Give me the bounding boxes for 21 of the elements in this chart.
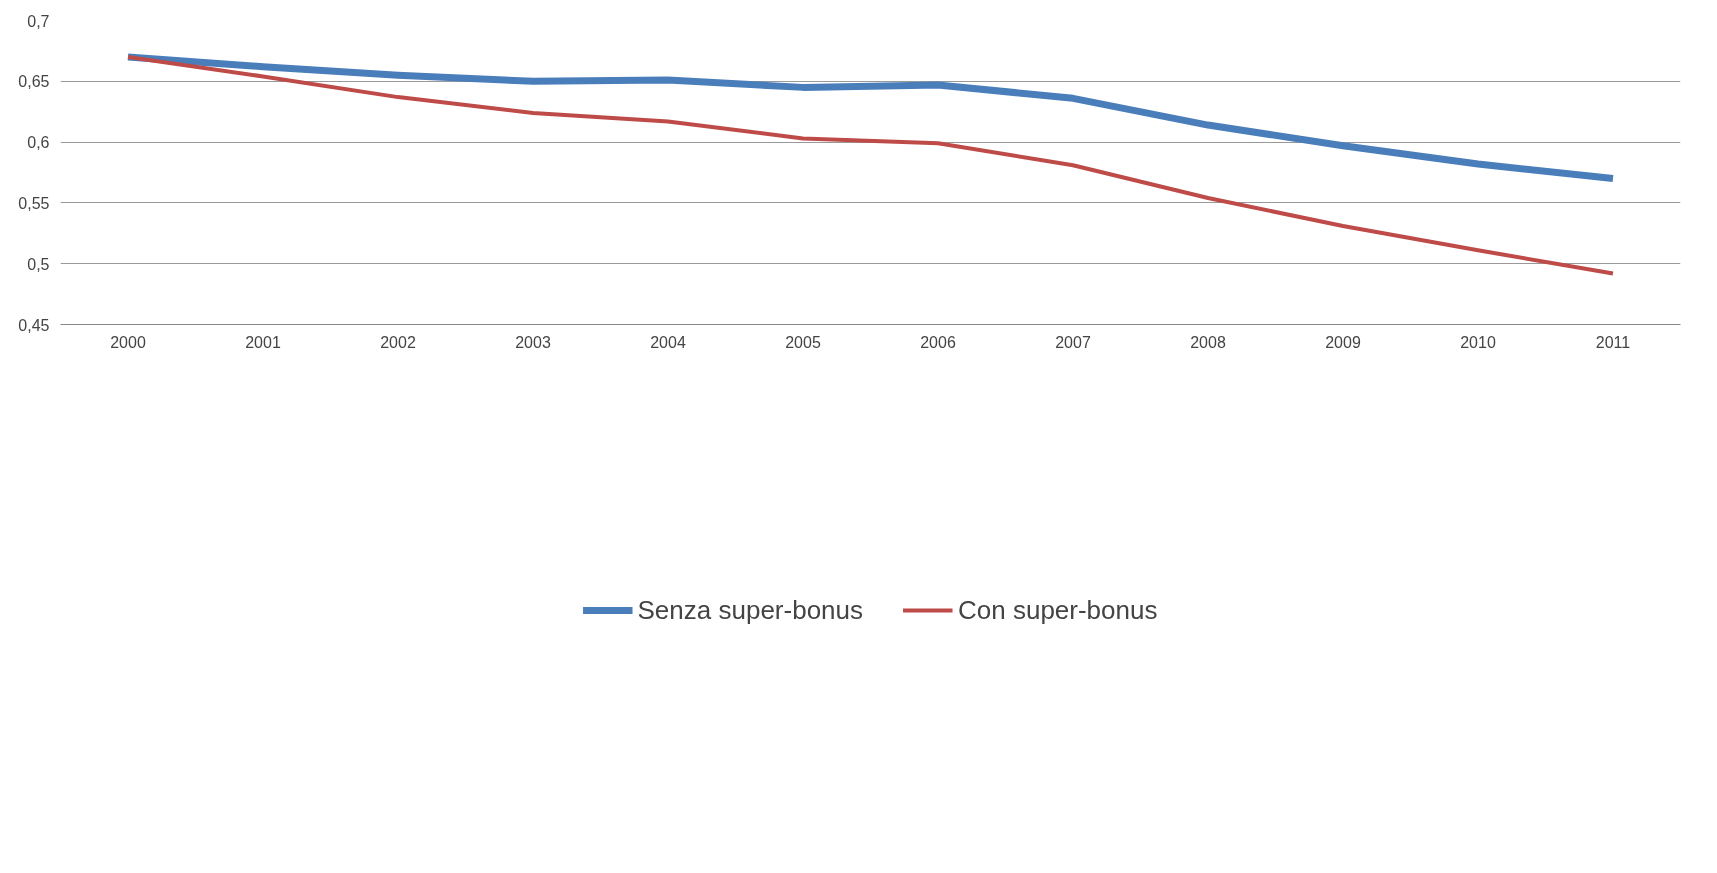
x-tick-label: 2001 xyxy=(245,333,281,351)
y-tick-label: 0,5 xyxy=(27,255,50,273)
legend-label: Senza super-bonus xyxy=(637,594,864,626)
x-tick-label: 2009 xyxy=(1325,333,1361,351)
line-series xyxy=(126,54,1615,276)
x-tick-label: 2006 xyxy=(920,333,956,351)
x-tick-label: 2000 xyxy=(110,333,146,351)
y-tick-label: 0,7 xyxy=(27,12,50,30)
x-tick-label: 2002 xyxy=(380,333,416,351)
x-tick-label: 2003 xyxy=(515,333,551,351)
x-tick-label: 2007 xyxy=(1055,333,1091,351)
x-tick-label: 2010 xyxy=(1460,333,1496,351)
y-tick-label: 0,65 xyxy=(18,73,50,91)
y-tick-label: 0,55 xyxy=(18,194,50,212)
x-tick-label: 2008 xyxy=(1190,333,1226,351)
x-tick-label: 2005 xyxy=(785,333,821,351)
y-tick-label: 0,45 xyxy=(18,316,50,334)
y-tick-label: 0,6 xyxy=(27,134,50,152)
x-tick-label: 2004 xyxy=(650,333,686,351)
legend-label: Con super-bonus xyxy=(958,594,1158,626)
x-tick-label: 2011 xyxy=(1595,333,1631,351)
